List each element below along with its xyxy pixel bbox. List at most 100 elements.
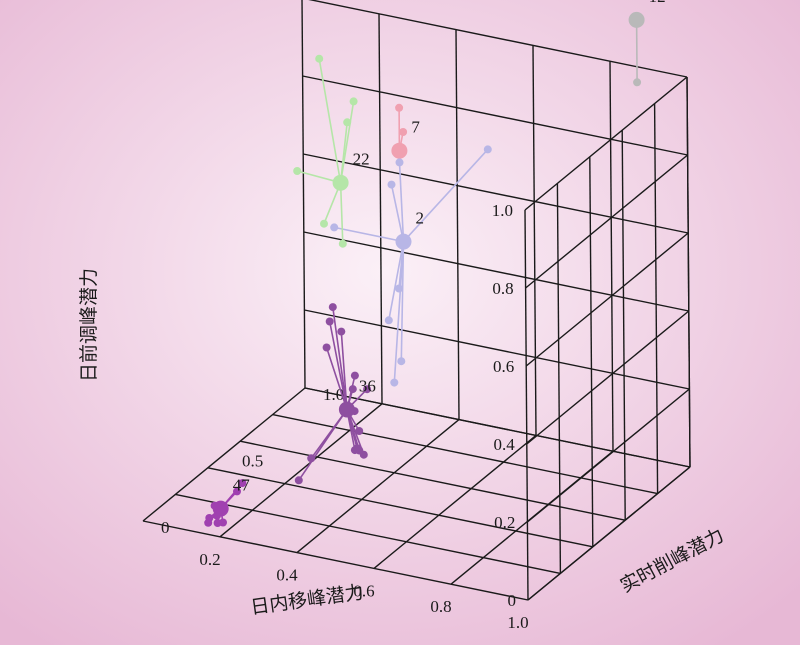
left-wall-grid-line xyxy=(686,76,691,468)
back-wall-grid-line xyxy=(609,61,614,452)
cluster-link xyxy=(400,241,405,362)
cluster-7: 7 xyxy=(391,103,420,159)
tick-label: 0.8 xyxy=(430,597,451,616)
member-point xyxy=(325,317,334,326)
left-wall-grid-line xyxy=(525,154,689,289)
cluster-link xyxy=(334,226,404,243)
left-wall-grid-line xyxy=(556,183,562,574)
member-point xyxy=(307,454,316,463)
member-point xyxy=(350,371,359,380)
member-point xyxy=(395,103,404,112)
member-point xyxy=(399,128,408,136)
member-point xyxy=(395,284,403,293)
back-wall-grid-line xyxy=(532,45,537,436)
left-wall-grid-line xyxy=(525,232,689,367)
cluster-label: 2 xyxy=(416,209,425,228)
cluster-link xyxy=(318,58,342,183)
cluster-center-point xyxy=(338,401,355,418)
cluster-link xyxy=(398,162,405,242)
cluster-link xyxy=(340,331,348,410)
cluster-label: 12 xyxy=(649,0,666,6)
tick-layer: 1.0 0.8 0.6 0.4 0.2 0 0.5 1.0 0 0.2 0.4 0.6 0.8 1.0 xyxy=(161,201,529,632)
left-wall-grid-line xyxy=(589,156,594,547)
left-wall-grid-line xyxy=(526,388,690,523)
back-wall-grid-line xyxy=(304,309,690,390)
member-point xyxy=(330,223,339,232)
cluster-link xyxy=(635,19,638,83)
member-point xyxy=(238,479,247,488)
tick-label: 1.0 xyxy=(323,385,344,404)
cluster-link xyxy=(402,148,489,243)
back-wall-grid-line xyxy=(304,387,691,468)
left-wall-grid-line xyxy=(526,310,690,445)
cluster-link xyxy=(328,321,348,410)
tick-label: 1.0 xyxy=(492,201,513,220)
cluster-link xyxy=(339,122,348,183)
member-point xyxy=(387,180,396,189)
tick-label: 0.4 xyxy=(494,435,516,454)
member-point xyxy=(350,446,359,455)
member-point xyxy=(395,158,404,167)
member-point xyxy=(338,239,347,248)
left-wall-grid-line xyxy=(524,76,688,211)
left-wall-grid-line xyxy=(621,130,626,521)
member-point xyxy=(384,316,393,325)
member-point xyxy=(348,385,357,394)
member-point xyxy=(320,219,328,228)
tick-label: 0.8 xyxy=(492,279,513,298)
cluster-center-point xyxy=(332,174,349,191)
cluster-link xyxy=(393,241,405,383)
member-point xyxy=(343,118,352,127)
member-point xyxy=(315,54,324,63)
cluster-link xyxy=(325,347,348,410)
member-point xyxy=(294,476,303,485)
back-wall-grid-line xyxy=(302,75,688,156)
member-point xyxy=(213,519,222,527)
member-point xyxy=(633,78,642,87)
cluster-layer: 1272223647 xyxy=(204,0,666,527)
cluster-link xyxy=(298,409,348,481)
floor-grid-line xyxy=(207,467,593,548)
cluster-link xyxy=(390,184,405,242)
cluster-center-point xyxy=(628,11,645,28)
cluster-label: 7 xyxy=(411,118,420,137)
member-point xyxy=(355,427,364,435)
cluster-link xyxy=(339,182,344,244)
back-wall-grid-line xyxy=(308,0,688,78)
member-point xyxy=(293,167,302,175)
cluster-12: 12 xyxy=(628,0,666,87)
z-axis-title: 日前调峰潜力 xyxy=(78,268,100,382)
member-point xyxy=(204,518,213,527)
cluster-47: 47 xyxy=(204,476,250,527)
floor-grid-line xyxy=(373,434,537,569)
floor-grid-line xyxy=(142,520,529,601)
left-wall-grid-line xyxy=(527,466,691,601)
grid-layer xyxy=(142,0,691,601)
floor-grid-line xyxy=(240,440,626,521)
back-wall-grid-line xyxy=(303,231,689,312)
left-wall-grid-line xyxy=(653,103,659,494)
member-point xyxy=(233,487,241,496)
left-wall-grid-line xyxy=(524,209,529,601)
cluster-label: 36 xyxy=(359,377,376,396)
tick-label: 1.0 xyxy=(507,613,528,632)
cluster-2: 2 xyxy=(330,145,492,387)
member-point xyxy=(483,145,492,154)
cluster-center-point xyxy=(395,233,412,250)
tick-label: 0.2 xyxy=(199,550,220,569)
back-wall-grid-line xyxy=(303,153,689,234)
member-point xyxy=(322,343,331,352)
tick-label: 0 xyxy=(161,518,170,537)
tick-label: 0.6 xyxy=(353,581,374,600)
member-point xyxy=(390,378,399,387)
tick-label: 0.6 xyxy=(493,357,514,376)
back-wall-grid-line xyxy=(301,0,306,389)
cluster-label: 22 xyxy=(353,150,370,169)
tick-label: 0.4 xyxy=(276,566,298,585)
member-point xyxy=(328,303,337,312)
cluster-36: 36 xyxy=(294,303,376,485)
cluster-center-point xyxy=(212,500,229,517)
back-wall-grid-line xyxy=(378,13,383,404)
floor-grid-line xyxy=(175,493,561,575)
